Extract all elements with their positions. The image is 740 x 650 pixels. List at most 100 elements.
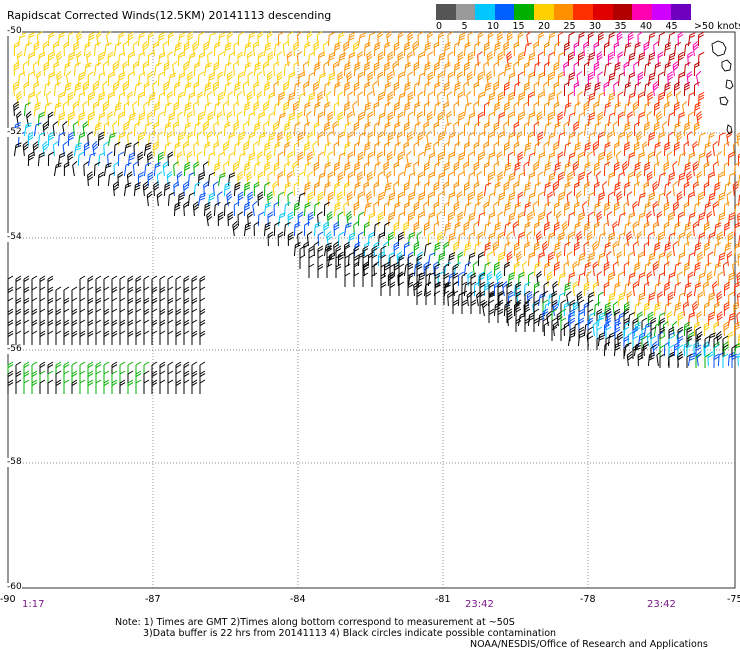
wind-barb	[197, 71, 205, 87]
wind-barb	[657, 91, 665, 107]
wind-barb	[672, 201, 679, 217]
wind-barb	[287, 72, 295, 87]
wind-barb	[393, 161, 400, 177]
wind-barb	[303, 101, 311, 117]
wind-barb	[572, 161, 579, 177]
wind-barb	[87, 286, 94, 301]
wind-barb	[733, 281, 740, 297]
wind-barb	[142, 181, 149, 197]
time-label-start: 1:17	[22, 599, 45, 610]
longitude-tick-label: -78	[580, 594, 596, 605]
wind-barb	[327, 111, 334, 127]
wind-barb	[97, 51, 105, 67]
wind-barb	[87, 379, 94, 394]
wind-barb	[173, 201, 181, 217]
wind-barb	[695, 353, 702, 368]
wind-barb	[111, 275, 118, 290]
wind-barb	[363, 141, 371, 157]
wind-barb	[36, 31, 43, 47]
wind-barb	[616, 251, 623, 267]
wind-barb	[87, 297, 94, 312]
wind-barb	[513, 141, 520, 157]
wind-barb	[617, 212, 626, 227]
wind-barb	[427, 51, 434, 67]
wind-barb	[157, 32, 165, 47]
wind-barb	[313, 222, 321, 237]
wind-barb	[347, 91, 354, 107]
wind-barb	[672, 161, 678, 177]
wind-barb	[663, 261, 670, 277]
wind-barb	[543, 122, 552, 137]
wind-barb	[117, 151, 125, 167]
wind-barb	[643, 301, 651, 317]
wind-barb	[483, 121, 491, 137]
wind-barb	[657, 71, 664, 87]
wind-barb	[167, 308, 174, 323]
time-label-end: 23:42	[647, 599, 676, 610]
wind-barb	[722, 261, 729, 277]
wind-barb	[187, 71, 194, 87]
wind-barb	[463, 121, 470, 137]
wind-barb	[273, 221, 281, 237]
wind-barb	[668, 353, 675, 368]
wind-barb	[207, 72, 216, 87]
wind-barb	[127, 379, 134, 394]
wind-barb	[437, 191, 444, 207]
wind-barb	[447, 151, 455, 167]
wind-barb	[637, 292, 646, 307]
wind-barb	[716, 331, 723, 347]
wind-barb	[697, 212, 706, 227]
wind-barb	[39, 330, 46, 345]
wind-barb	[633, 141, 640, 157]
wind-barb	[63, 41, 70, 57]
wind-barb	[39, 275, 46, 290]
wind-barb	[97, 92, 105, 107]
wind-barb	[133, 82, 142, 97]
wind-barb	[191, 275, 198, 290]
wind-barb	[583, 221, 591, 237]
wind-barb	[217, 151, 225, 167]
wind-barb	[543, 101, 550, 117]
wind-barb	[253, 81, 259, 97]
wind-barb	[687, 51, 693, 67]
wind-barb	[713, 301, 721, 317]
wind-barb	[337, 251, 344, 267]
wind-barb	[578, 326, 585, 341]
wind-barb	[67, 151, 74, 167]
wind-barb	[573, 181, 581, 197]
legend-value-label: 0	[436, 21, 443, 32]
wind-barb	[576, 71, 583, 87]
wind-barb	[127, 330, 134, 345]
wind-barb	[167, 379, 174, 394]
wind-barb	[633, 121, 641, 137]
wind-barb	[242, 81, 249, 97]
wind-barb	[95, 330, 102, 345]
wind-barb	[637, 52, 646, 67]
wind-barb	[693, 61, 701, 77]
wind-barb	[407, 71, 414, 87]
wind-barb	[573, 102, 581, 117]
wind-barb	[417, 131, 424, 147]
wind-barb	[573, 241, 580, 257]
wind-barb	[222, 101, 229, 117]
wind-barb	[443, 141, 450, 157]
wind-barb	[587, 335, 594, 350]
wind-barb	[647, 91, 654, 107]
wind-barb	[603, 281, 610, 297]
wind-barb	[347, 251, 355, 267]
wind-barb	[403, 201, 411, 217]
wind-barb	[647, 72, 656, 87]
wind-barb	[83, 161, 89, 177]
wind-barb	[299, 254, 306, 269]
wind-barb	[657, 32, 666, 47]
wind-barb	[470, 299, 477, 314]
wind-barb	[287, 92, 296, 107]
wind-barb	[386, 151, 393, 167]
latitude-tick-label: -60	[7, 582, 22, 592]
wind-barb	[367, 111, 374, 127]
wind-barb	[212, 181, 219, 197]
wind-barb	[87, 330, 94, 345]
wind-barb	[623, 301, 630, 317]
wind-barb	[82, 81, 89, 97]
wind-barb	[406, 131, 413, 147]
